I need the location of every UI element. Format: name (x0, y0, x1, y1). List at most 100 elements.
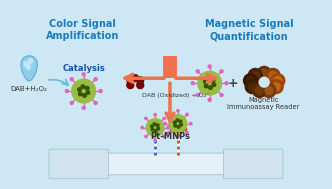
Circle shape (272, 83, 280, 91)
Circle shape (24, 62, 29, 66)
Circle shape (70, 78, 73, 81)
Bar (1, 169, 331, 178)
Bar (1, 67, 331, 76)
Circle shape (82, 106, 85, 109)
Circle shape (198, 71, 221, 95)
Bar (1, 132, 331, 141)
Circle shape (168, 131, 170, 134)
Circle shape (220, 70, 223, 73)
Circle shape (225, 82, 228, 85)
Text: DAB+H₂O₂: DAB+H₂O₂ (11, 86, 47, 92)
Circle shape (260, 69, 268, 77)
FancyBboxPatch shape (51, 153, 281, 175)
Circle shape (176, 119, 179, 122)
Bar (1, 85, 331, 94)
Bar (1, 94, 331, 104)
Circle shape (81, 85, 85, 88)
Circle shape (127, 77, 134, 84)
Circle shape (94, 101, 97, 104)
Bar (1, 1, 331, 11)
Circle shape (245, 80, 259, 94)
Text: DAB (Oxidized) + O₂⁻: DAB (Oxidized) + O₂⁻ (142, 93, 209, 98)
Circle shape (257, 66, 271, 80)
Bar (1, 48, 331, 57)
Bar (1, 122, 331, 132)
Circle shape (177, 125, 180, 128)
Circle shape (177, 135, 179, 138)
Circle shape (205, 84, 208, 88)
Text: Magnetic Signal
Quantification: Magnetic Signal Quantification (205, 19, 293, 41)
Circle shape (180, 123, 182, 126)
Circle shape (208, 98, 211, 101)
Bar (1, 39, 331, 48)
Text: +: + (228, 77, 239, 90)
Circle shape (208, 86, 212, 89)
Circle shape (212, 83, 216, 87)
Circle shape (82, 73, 85, 76)
Circle shape (26, 65, 31, 69)
Circle shape (265, 87, 273, 94)
Circle shape (99, 90, 102, 93)
Circle shape (151, 125, 153, 128)
Circle shape (153, 123, 156, 125)
Circle shape (163, 117, 165, 120)
Circle shape (179, 120, 182, 123)
Circle shape (78, 92, 82, 96)
Circle shape (248, 83, 256, 91)
Bar (1, 160, 331, 169)
Text: Magnetic
Immunoassay Reader: Magnetic Immunoassay Reader (227, 97, 299, 110)
Circle shape (137, 82, 144, 89)
Bar (1, 20, 331, 29)
Circle shape (156, 124, 159, 127)
Circle shape (127, 82, 134, 89)
Circle shape (169, 115, 187, 132)
Bar (1, 150, 331, 160)
Circle shape (157, 127, 160, 130)
Bar (1, 104, 331, 113)
Circle shape (186, 131, 188, 134)
Bar (1, 113, 331, 122)
Circle shape (196, 94, 199, 97)
Circle shape (146, 119, 164, 136)
Circle shape (86, 91, 90, 94)
Circle shape (164, 122, 166, 125)
Circle shape (196, 70, 199, 73)
Text: Catalysis: Catalysis (62, 64, 105, 73)
Circle shape (70, 101, 73, 104)
Circle shape (83, 94, 86, 97)
Circle shape (269, 71, 277, 79)
Circle shape (163, 135, 165, 138)
Text: Pt-MNPs: Pt-MNPs (150, 132, 190, 141)
Circle shape (191, 82, 194, 85)
Circle shape (167, 126, 169, 129)
Circle shape (145, 135, 147, 138)
Circle shape (132, 75, 139, 82)
Circle shape (145, 117, 147, 120)
Circle shape (204, 80, 207, 83)
Circle shape (274, 77, 282, 85)
Bar (1, 11, 331, 20)
Circle shape (85, 86, 89, 90)
Circle shape (190, 122, 192, 125)
Circle shape (154, 114, 156, 116)
Circle shape (252, 84, 266, 97)
Circle shape (154, 139, 156, 142)
Bar (1, 141, 331, 150)
Circle shape (247, 77, 254, 85)
FancyBboxPatch shape (49, 149, 109, 179)
FancyBboxPatch shape (223, 149, 283, 179)
Circle shape (207, 77, 210, 81)
Circle shape (94, 78, 97, 81)
Circle shape (154, 129, 157, 132)
Circle shape (248, 68, 262, 82)
Circle shape (255, 87, 263, 94)
Circle shape (174, 124, 177, 127)
Text: Color Signal
Amplification: Color Signal Amplification (46, 19, 120, 41)
Circle shape (29, 59, 33, 63)
Bar (1, 76, 331, 85)
Circle shape (137, 77, 144, 84)
Circle shape (168, 113, 170, 116)
Circle shape (186, 113, 188, 116)
Circle shape (151, 128, 154, 131)
Circle shape (259, 77, 269, 87)
